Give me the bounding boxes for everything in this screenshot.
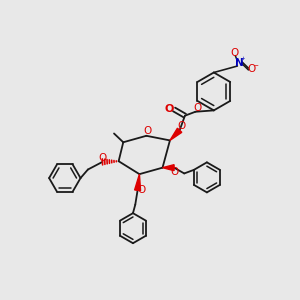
Text: O: O bbox=[171, 167, 179, 177]
Text: O: O bbox=[143, 126, 151, 136]
Polygon shape bbox=[135, 174, 141, 190]
Text: $^-$: $^-$ bbox=[252, 62, 260, 71]
Polygon shape bbox=[163, 165, 174, 171]
Text: O: O bbox=[138, 185, 146, 195]
Text: $^+$: $^+$ bbox=[239, 56, 246, 65]
Text: O: O bbox=[230, 48, 238, 58]
Text: N: N bbox=[235, 58, 244, 68]
Polygon shape bbox=[170, 128, 182, 140]
Text: O: O bbox=[194, 103, 202, 112]
Text: O: O bbox=[98, 153, 106, 163]
Text: O: O bbox=[177, 121, 185, 131]
Text: O: O bbox=[248, 64, 256, 74]
Text: O: O bbox=[164, 104, 174, 114]
